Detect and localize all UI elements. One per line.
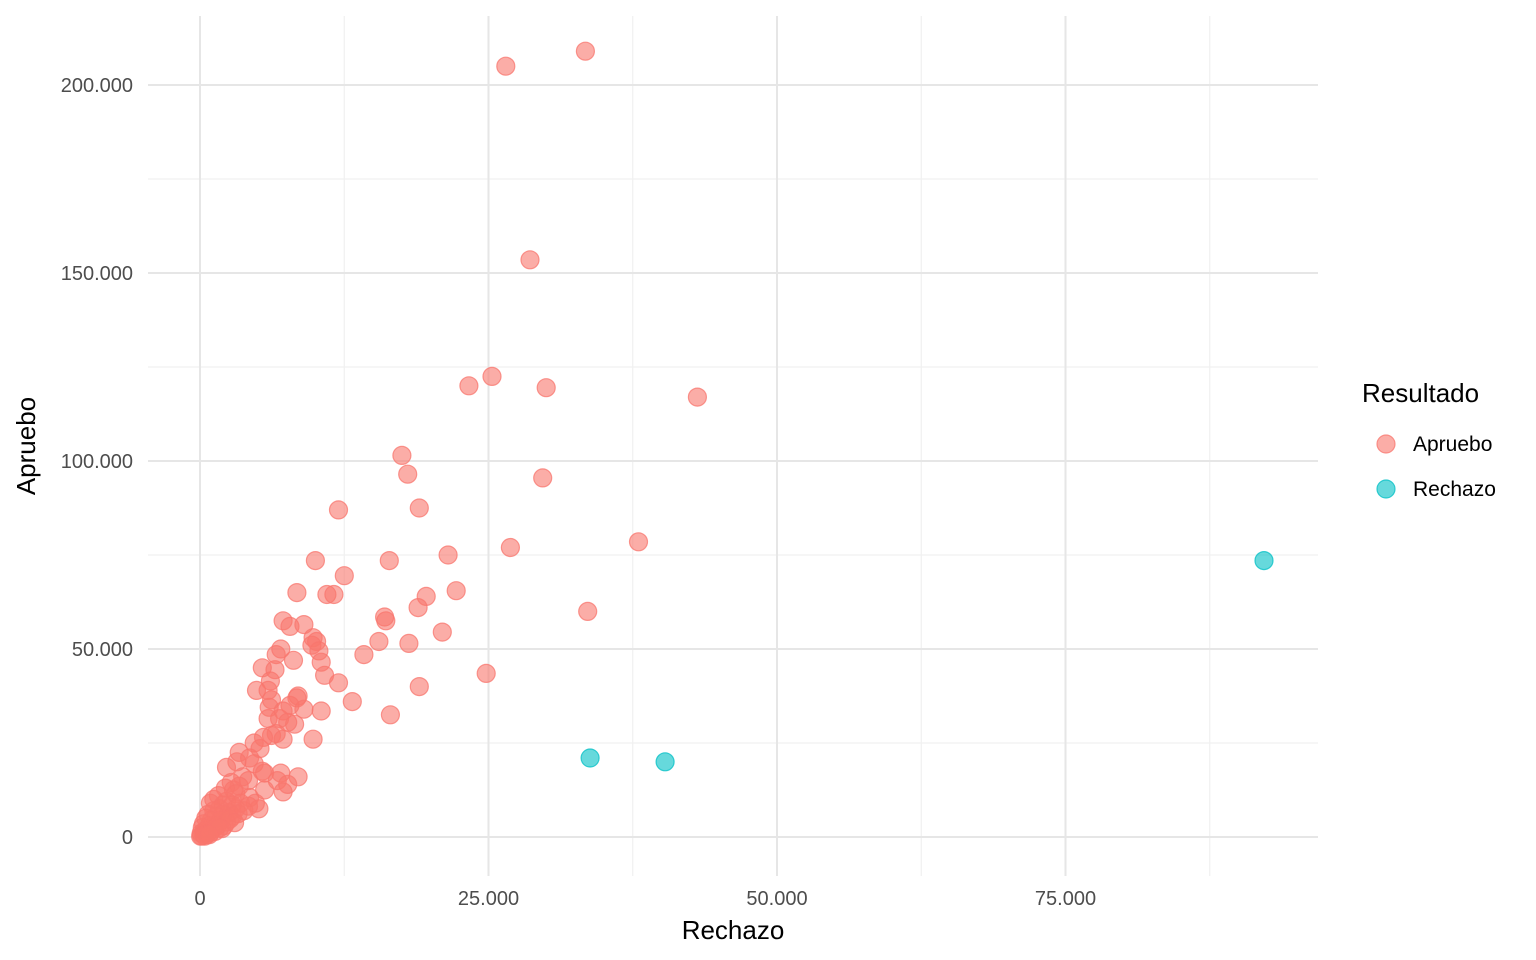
data-point (328, 500, 349, 520)
data-point (496, 56, 516, 76)
data-point (380, 705, 400, 725)
data-point (655, 752, 675, 772)
data-point (399, 633, 419, 654)
data-point (303, 729, 323, 749)
legend-label-rechazo: Rechazo (1413, 478, 1496, 501)
data-point (408, 597, 428, 618)
data-point (578, 601, 598, 622)
legend: Resultado Apruebo Rechazo (1362, 378, 1496, 501)
data-point (305, 550, 325, 571)
data-point (409, 676, 429, 697)
data-point (369, 631, 389, 652)
data-point (628, 532, 649, 552)
data-point (342, 691, 362, 712)
data-point (459, 376, 479, 396)
x-tick-label: 75.000 (1035, 888, 1096, 910)
data-point (687, 387, 708, 407)
y-tick-label: 0 (122, 827, 133, 849)
data-point (287, 582, 307, 603)
data-point (482, 366, 502, 386)
x-axis-title: Rechazo (682, 915, 785, 945)
data-point (398, 464, 418, 484)
data-point (328, 673, 349, 693)
y-axis-ticks: 0 50.000 100.000 150.000 200.000 (61, 75, 133, 849)
data-point (294, 614, 314, 635)
data-point (432, 622, 452, 642)
y-tick-label: 200.000 (61, 75, 133, 97)
legend-title: Resultado (1362, 378, 1479, 408)
y-axis-title: Apruebo (11, 397, 41, 495)
legend-label-apruebo: Apruebo (1413, 433, 1492, 456)
data-point (354, 644, 374, 665)
data-point (500, 537, 520, 558)
data-point (533, 468, 553, 488)
data-point (278, 774, 298, 795)
data-point (580, 748, 600, 768)
data-point (376, 611, 396, 631)
data-point (324, 584, 344, 605)
data-point (271, 639, 291, 659)
data-point (273, 729, 293, 749)
data-point (536, 378, 556, 398)
data-point (392, 445, 412, 465)
y-tick-label: 100.000 (61, 451, 133, 473)
x-tick-label: 0 (194, 888, 205, 910)
x-tick-label: 25.000 (458, 888, 519, 910)
data-point (311, 701, 331, 721)
data-point (379, 550, 399, 571)
legend-key-rechazo (1376, 479, 1396, 499)
data-point (446, 581, 466, 601)
series-apruebo (191, 41, 708, 846)
data-point (199, 825, 219, 845)
data-point (520, 250, 540, 270)
data-point (409, 498, 429, 518)
x-tick-label: 50.000 (746, 888, 807, 910)
y-tick-label: 50.000 (72, 639, 133, 661)
data-point (334, 566, 354, 586)
x-axis-ticks: 0 25.000 50.000 75.000 (194, 888, 1096, 910)
data-point (575, 41, 596, 61)
series-rechazo (580, 550, 1274, 772)
y-tick-label: 150.000 (61, 263, 133, 285)
data-point (476, 663, 496, 684)
data-point (1254, 550, 1274, 571)
data-point (283, 650, 304, 670)
grid (148, 16, 1318, 876)
data-point (238, 796, 259, 816)
data-points (191, 41, 1274, 846)
legend-key-apruebo (1376, 434, 1396, 454)
data-point (255, 780, 275, 800)
data-point (438, 545, 458, 565)
